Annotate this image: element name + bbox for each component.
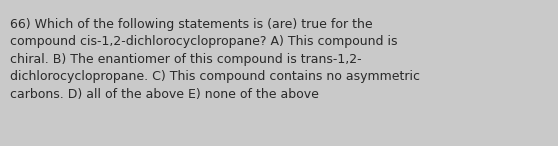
Text: 66) Which of the following statements is (are) true for the
compound cis-1,2-dic: 66) Which of the following statements is… [10, 18, 420, 100]
